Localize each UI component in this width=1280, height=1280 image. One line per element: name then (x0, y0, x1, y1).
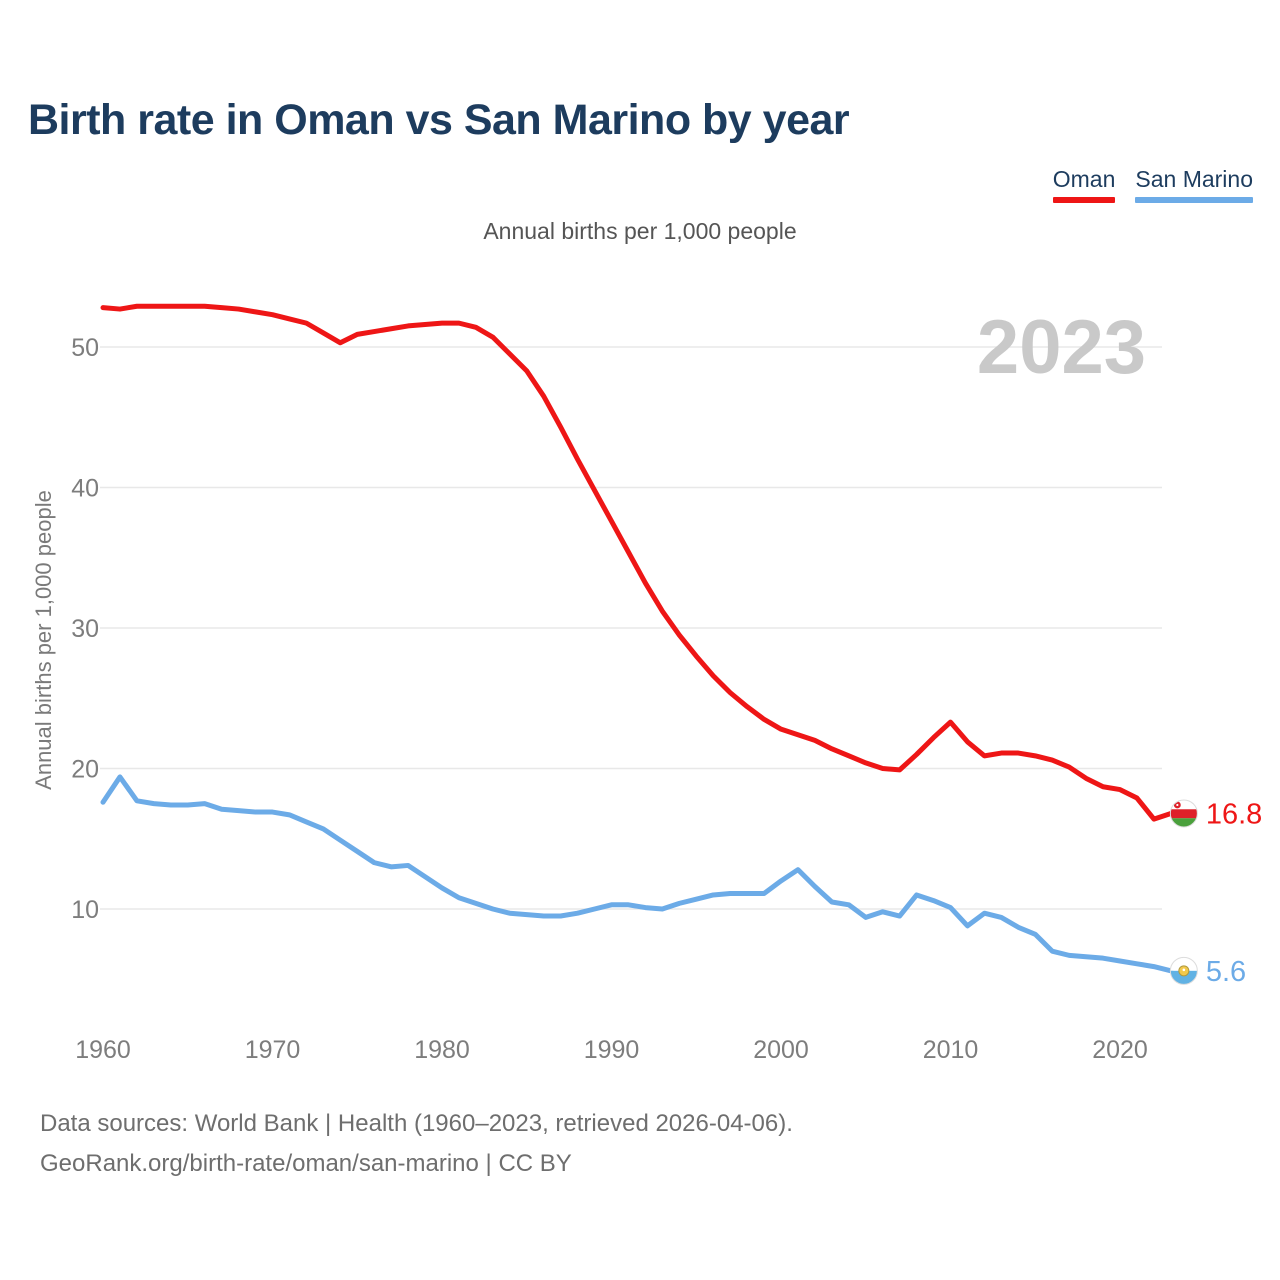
y-tick-label: 20 (71, 756, 99, 784)
legend-swatch-san-marino (1135, 197, 1253, 203)
oman-series-line[interactable] (100, 303, 1174, 822)
san-marino-series-line[interactable] (100, 774, 1174, 974)
x-tick-label: 2020 (1092, 1036, 1148, 1064)
footer-data-sources: Data sources: World Bank | Health (1960–… (40, 1110, 793, 1137)
san-marino-flag-icon (1170, 957, 1198, 985)
legend-label-oman: Oman (1052, 166, 1116, 192)
x-tick-label: 1990 (584, 1036, 640, 1064)
oman-flag-ring (1169, 799, 1198, 828)
chart-legend: Oman San Marino (1052, 166, 1253, 203)
san-marino-end-value-label: 5.6 (1206, 956, 1246, 988)
legend-swatch-oman (1052, 197, 1116, 203)
y-tick-label: 30 (71, 615, 99, 643)
y-tick-label: 10 (71, 896, 99, 924)
x-tick-label: 2010 (923, 1036, 979, 1064)
legend-item-san-marino[interactable]: San Marino (1135, 166, 1253, 203)
y-axis-title: Annual births per 1,000 people (31, 490, 56, 790)
page-title: Birth rate in Oman vs San Marino by year (28, 96, 850, 144)
footer-attribution: GeoRank.org/birth-rate/oman/san-marino |… (40, 1150, 572, 1177)
watermark-year: 2023 (977, 305, 1146, 390)
x-tick-label: 2000 (753, 1036, 809, 1064)
x-tick-label: 1960 (75, 1036, 131, 1064)
x-tick-label: 1980 (414, 1036, 470, 1064)
footer: Data sources: World Bank | Health (1960–… (40, 1104, 793, 1184)
legend-label-san-marino: San Marino (1135, 166, 1253, 192)
y-tick-label: 40 (71, 475, 99, 503)
chart-subtitle: Annual births per 1,000 people (483, 218, 797, 244)
oman-end-value-label: 16.8 (1206, 798, 1262, 830)
legend-item-oman[interactable]: Oman (1052, 166, 1116, 203)
x-tick-label: 1970 (245, 1036, 301, 1064)
san-marino-flag-ring (1169, 956, 1198, 985)
y-tick-label: 50 (71, 334, 99, 362)
